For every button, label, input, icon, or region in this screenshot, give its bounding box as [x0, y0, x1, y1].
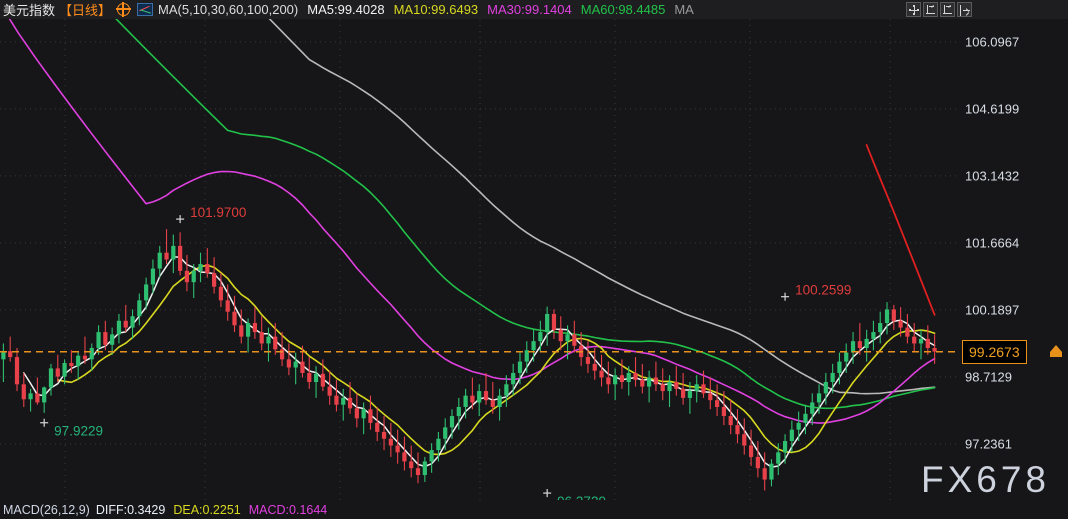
ma-tail-label: MA: [674, 2, 694, 17]
ma10-value: MA10:99.6493: [393, 2, 479, 17]
axis-price-label: 103.1432: [965, 168, 1020, 184]
chart-icon[interactable]: [137, 3, 154, 16]
macd-macd: MACD:0.1644: [248, 503, 328, 517]
price-axis[interactable]: 106.0967 104.6199 103.1432 101.6664 100.1897…: [956, 19, 1068, 500]
ma5-value: MA5:99.4028: [307, 2, 385, 17]
ma60-value: MA60:98.4485: [580, 2, 666, 17]
current-price-box[interactable]: 99.2673: [962, 339, 1027, 364]
axis-price-label: 106.0967: [965, 34, 1020, 50]
align-left-icon[interactable]: [923, 2, 938, 17]
axis-price-label: 101.6664: [965, 235, 1020, 251]
macd-panel: MACD(26,12,9) DIFF:0.3429 DEA:0.2251 MAC…: [0, 500, 1068, 519]
watermark: FX678: [920, 459, 1050, 500]
price-annotation: 100.2599: [795, 283, 851, 298]
macd-dea: DEA:0.2251: [173, 503, 241, 517]
grid-lines: [0, 19, 956, 500]
ma-line-ma200: [250, 0, 936, 395]
candlestick-svg: 97.9229101.970096.3729100.259996.2109100…: [0, 0, 956, 509]
current-price-marker: [1050, 344, 1062, 357]
move-crosshair-icon[interactable]: [906, 2, 921, 17]
align-right-icon[interactable]: [940, 2, 955, 17]
axis-price-label: 98.7129: [965, 369, 1012, 385]
globe-icon[interactable]: [116, 2, 132, 17]
axis-price-label: 97.2361: [965, 436, 1012, 452]
candles: [1, 229, 937, 491]
axis-price-label: 100.1897: [965, 302, 1020, 318]
price-annotation: 101.9700: [190, 205, 246, 220]
ma30-value: MA30:99.1404: [487, 2, 572, 17]
macd-diff: DIFF:0.3429: [95, 503, 166, 517]
ma-line-ma60: [96, 0, 936, 410]
ma-line-ma100: [865, 144, 936, 316]
shift-right-icon[interactable]: [957, 2, 972, 17]
symbol-label: 美元指数: [3, 3, 56, 18]
ma-line-ma30: [0, 2, 936, 424]
annotations: 97.9229101.970096.3729100.259996.2109100…: [40, 205, 851, 509]
macd-definition: MACD(26,12,9): [3, 503, 90, 517]
period-label: 【日线】: [59, 3, 112, 18]
price-annotation: 97.9229: [54, 424, 103, 439]
ma-definition-label: MA(5,10,30,60,100,200): [158, 2, 299, 17]
chart-toolbar: [906, 2, 972, 17]
axis-price-label: 104.6199: [965, 101, 1020, 117]
chart-header: 美元指数 【日线】 MA(5,10,30,60,100,200) MA5:99.…: [0, 0, 1068, 19]
price-plot[interactable]: 97.9229101.970096.3729100.259996.2109100…: [0, 0, 956, 509]
